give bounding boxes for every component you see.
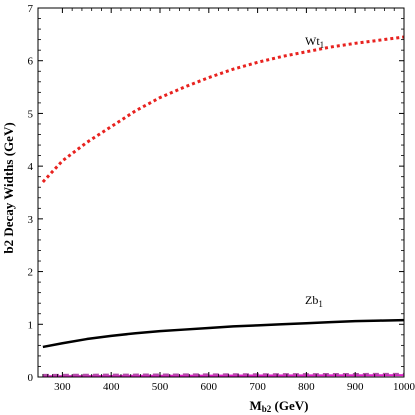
y-tick-label: 4 [28,161,34,173]
series-label-wt1: Wt1 [305,34,324,50]
x-axis-ticks: 300 400 500 600 700 800 900 1000 [42,8,415,393]
series-layer [41,35,405,378]
y-axis-ticks: 0 1 2 3 4 5 6 7 [28,3,404,384]
y-axis-title: b2 Decay Widths (GeV) [1,122,16,253]
x-tick-label: 500 [152,381,169,393]
x-tick-label: 1000 [393,381,415,393]
y-tick-label: 6 [28,56,34,68]
y-tick-label: 2 [28,267,34,279]
y-tick-label: 1 [28,319,34,331]
x-tick-label: 800 [298,381,315,393]
plot-frame [37,7,405,378]
series-line-wt1 [41,35,405,183]
x-tick-label: 300 [54,381,71,393]
x-tick-label: 700 [249,381,266,393]
y-tick-label: 5 [28,108,34,120]
y-tick-label: 3 [28,214,34,226]
x-tick-label: 400 [103,381,120,393]
series-line-zb1 [42,318,405,349]
x-axis-title: Mb2 (GeV) [250,398,309,414]
series-label-zb1: Zb1 [305,293,323,309]
x-tick-label: 900 [347,381,364,393]
y-tick-label: 7 [28,3,34,15]
y-tick-label: 0 [28,372,34,384]
x-tick-label: 600 [201,381,218,393]
